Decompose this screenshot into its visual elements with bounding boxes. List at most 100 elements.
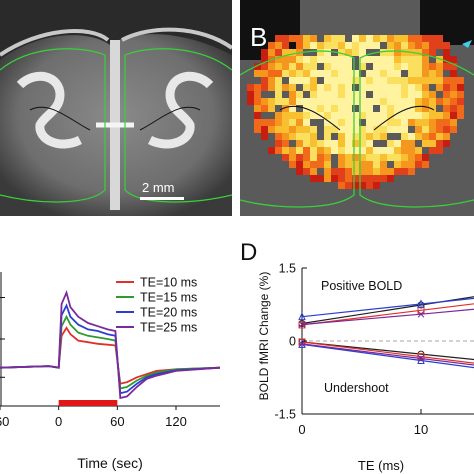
heat-cell	[345, 147, 352, 154]
time-course-line	[0, 326, 221, 385]
heat-cell	[380, 126, 387, 133]
heat-cell	[338, 105, 345, 112]
heat-cell	[394, 35, 401, 42]
heat-cell	[422, 126, 429, 133]
heat-cell	[387, 91, 394, 98]
heat-cell	[254, 70, 261, 77]
heat-cell	[422, 140, 429, 147]
heat-cell	[282, 140, 289, 147]
time-course-line	[0, 289, 221, 400]
heat-cell	[261, 84, 268, 91]
heat-cell	[324, 42, 331, 49]
heat-cell	[282, 119, 289, 126]
heat-cell	[401, 147, 408, 154]
heat-cell	[373, 35, 380, 42]
heat-cell	[443, 119, 450, 126]
heat-cell	[338, 119, 345, 126]
heat-cell	[345, 154, 352, 161]
heat-cell	[296, 98, 303, 105]
heat-cell	[352, 161, 359, 168]
heat-cell	[317, 147, 324, 154]
heat-cell	[359, 154, 366, 161]
heat-cell	[282, 70, 289, 77]
heat-cell	[296, 147, 303, 154]
heat-cell	[401, 56, 408, 63]
heat-cell	[394, 98, 401, 105]
heat-cell	[408, 84, 415, 91]
heat-cell	[261, 126, 268, 133]
heat-cell	[401, 35, 408, 42]
heat-cell	[415, 42, 422, 49]
heat-cell	[338, 63, 345, 70]
heat-cell	[443, 105, 450, 112]
heat-cell	[359, 35, 366, 42]
heat-cell	[380, 175, 387, 182]
heat-cell	[289, 77, 296, 84]
heat-cell	[373, 42, 380, 49]
activation-heatmap	[240, 0, 474, 216]
heat-cell	[268, 126, 275, 133]
heat-cell	[373, 175, 380, 182]
heat-cell	[296, 140, 303, 147]
heat-cell	[394, 154, 401, 161]
heat-cell	[345, 98, 352, 105]
heat-cell	[345, 140, 352, 147]
heat-cell	[296, 56, 303, 63]
te-dependence-series	[298, 296, 474, 369]
heat-cell	[331, 56, 338, 63]
heat-cell	[387, 140, 394, 147]
anatomical-mri-image	[0, 0, 232, 216]
heat-cell	[415, 63, 422, 70]
heat-cell	[394, 49, 401, 56]
heat-cell	[254, 126, 261, 133]
heat-cell	[247, 91, 254, 98]
heat-cell	[373, 70, 380, 77]
heat-cell	[282, 42, 289, 49]
heat-cell	[380, 112, 387, 119]
heat-cell	[289, 63, 296, 70]
heat-cell	[310, 42, 317, 49]
heat-cell	[408, 147, 415, 154]
heat-cell	[380, 168, 387, 175]
te-fit-line	[301, 297, 474, 318]
heat-cell	[317, 154, 324, 161]
heat-cell	[366, 119, 373, 126]
heat-cell	[289, 49, 296, 56]
heat-cell	[359, 56, 366, 63]
heat-cell	[436, 70, 443, 77]
heat-cell	[415, 35, 422, 42]
heat-cell	[366, 133, 373, 140]
heat-cell	[394, 91, 401, 98]
heat-cell	[401, 126, 408, 133]
heat-cell	[352, 112, 359, 119]
heat-cell	[261, 77, 268, 84]
heat-cell	[261, 98, 268, 105]
heat-cell	[345, 119, 352, 126]
heat-cell	[338, 147, 345, 154]
heat-cell	[380, 35, 387, 42]
heat-cell	[331, 77, 338, 84]
heat-cell	[415, 98, 422, 105]
heat-cell	[394, 70, 401, 77]
heat-cell	[338, 77, 345, 84]
heat-cell	[352, 42, 359, 49]
heat-cell	[338, 161, 345, 168]
heat-cell	[289, 91, 296, 98]
heat-cell	[352, 168, 359, 175]
heat-cell	[310, 126, 317, 133]
heat-cell	[401, 140, 408, 147]
heat-cell	[310, 175, 317, 182]
heat-cell	[415, 91, 422, 98]
heat-cell	[394, 147, 401, 154]
heat-cell	[254, 119, 261, 126]
heat-cell	[443, 56, 450, 63]
heat-cell	[338, 70, 345, 77]
heat-cell	[331, 105, 338, 112]
te-dependence-ticks: 1.50-1.501020	[274, 262, 428, 438]
heat-cell	[436, 63, 443, 70]
heat-cell	[443, 98, 450, 105]
heat-cell	[394, 126, 401, 133]
heat-cell	[289, 119, 296, 126]
heat-cell	[275, 140, 282, 147]
